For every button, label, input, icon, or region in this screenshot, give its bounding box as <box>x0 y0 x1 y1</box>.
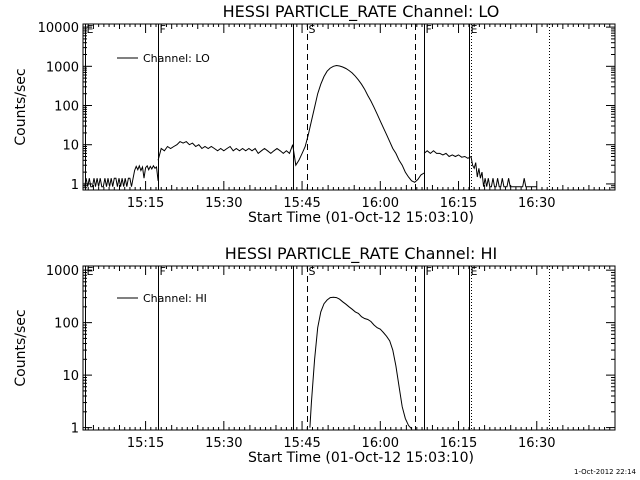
ch1-ytick-label: 100 <box>54 317 79 332</box>
ch0-ytick-label: 10000 <box>38 21 79 36</box>
ch1-ytick-label: 1000 <box>46 264 79 279</box>
ch0-title: HESSI PARTICLE_RATE Channel: LO <box>223 2 500 22</box>
ch1-xtick-label: 16:15 <box>440 436 477 451</box>
ch0-xtick-label: 15:15 <box>127 196 164 211</box>
ch0-xtick-label: 16:15 <box>440 196 477 211</box>
ch0-marker-letter: E <box>87 23 94 36</box>
ch1-xtick-label: 16:00 <box>362 436 399 451</box>
ch0-xtick-label: 15:45 <box>283 196 320 211</box>
ch0-ytick-label: 1 <box>71 178 79 193</box>
ch1-marker-letter: E <box>471 265 478 278</box>
ch1-legend-label: Channel: HI <box>143 292 207 305</box>
ch0-marker-letter: F <box>426 23 432 36</box>
ch0-series-line-segment-0 <box>84 164 159 188</box>
ch1-xtick-label: 16:30 <box>518 436 555 451</box>
ch0-ytick-label: 1000 <box>46 60 79 75</box>
ch1-marker-letter: S <box>309 265 316 278</box>
plot-timestamp: 1-Oct-2012 22:14 <box>574 468 637 476</box>
ch0-marker-letter: S <box>309 23 316 36</box>
ch0-xtick-label: 16:00 <box>362 196 399 211</box>
ch0-series-line-segment-3 <box>470 156 537 188</box>
ch1-title: HESSI PARTICLE_RATE Channel: HI <box>225 244 498 264</box>
ch1-xtick-label: 15:45 <box>283 436 320 451</box>
ch0-series-line-segment-2 <box>423 150 472 159</box>
ch1-plot-frame <box>82 265 616 431</box>
ch1-ytick-label: 10 <box>62 369 79 384</box>
ch1-series-group <box>309 296 412 430</box>
ch0-marker-letter: F <box>160 23 166 36</box>
ch0-legend-label: Channel: LO <box>143 52 210 65</box>
ch0-xtick-label: 16:30 <box>518 196 555 211</box>
ch0-y-axis-label: Counts/sec <box>13 68 29 145</box>
ch1-series-line-segment-0 <box>309 296 412 430</box>
ch1-marker-letter: E <box>87 265 94 278</box>
ch0-series-group <box>84 64 537 188</box>
ch1-xtick-label: 15:30 <box>205 436 242 451</box>
ch1-ytick-label: 1 <box>71 422 79 437</box>
ch0-x-axis-label: Start Time (01-Oct-12 15:03:10) <box>248 210 474 226</box>
ch0-ytick-label: 10 <box>62 139 79 154</box>
ch1-panel: HESSI PARTICLE_RATE Channel: HI 1 10 100 100… <box>13 244 616 466</box>
ch0-series-line-segment-1 <box>157 64 425 183</box>
ch0-plot-frame <box>82 23 616 191</box>
ch1-marker-letter: F <box>160 265 166 278</box>
ch1-marker-letter: F <box>426 265 432 278</box>
ch0-ytick-label: 100 <box>54 100 79 115</box>
ch0-marker-letter: E <box>471 23 478 36</box>
ch1-y-axis-label: Counts/sec <box>13 309 29 386</box>
ch0-xtick-label: 15:30 <box>205 196 242 211</box>
ch0-panel: HESSI PARTICLE_RATE Channel: LO 1 10 100 100… <box>13 2 616 226</box>
ch1-x-axis-label: Start Time (01-Oct-12 15:03:10) <box>248 450 474 466</box>
ch1-xtick-label: 15:15 <box>127 436 164 451</box>
